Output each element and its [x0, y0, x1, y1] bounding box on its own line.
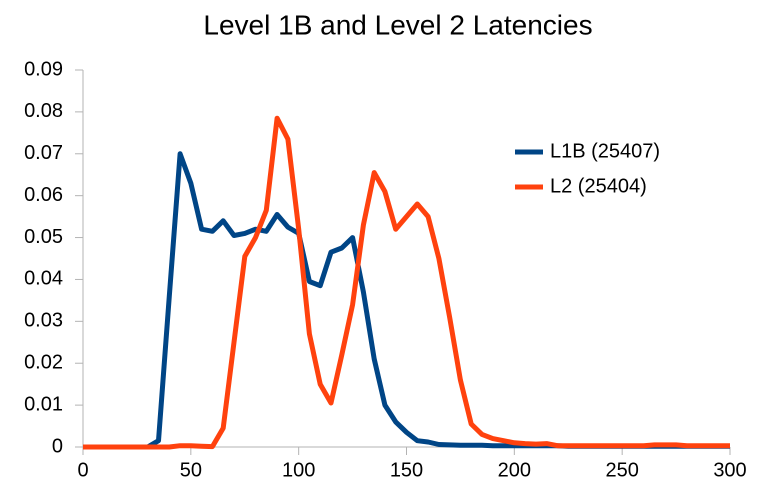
y-tick-label: 0.02	[24, 352, 63, 374]
x-tick-label: 100	[282, 459, 315, 481]
y-tick-label: 0.03	[24, 310, 63, 332]
x-tick-label: 300	[713, 459, 746, 481]
y-tick-label: 0.08	[24, 100, 63, 122]
x-tick-label: 50	[180, 459, 202, 481]
x-tick-label: 0	[77, 459, 88, 481]
legend-label: L2 (25404)	[550, 175, 647, 197]
chart-title: Level 1B and Level 2 Latencies	[203, 9, 592, 40]
y-tick-label: 0.07	[24, 142, 63, 164]
y-tick-label: 0.04	[24, 268, 63, 290]
y-tick-label: 0.05	[24, 226, 63, 248]
series-line	[83, 151, 730, 450]
x-tick-label: 150	[390, 459, 423, 481]
legend-label: L1B (25407)	[550, 140, 660, 162]
y-tick-label: 0.06	[24, 184, 63, 206]
y-tick-label: 0	[52, 435, 63, 457]
y-tick-label: 0.09	[24, 58, 63, 80]
y-tick-label: 0.01	[24, 393, 63, 415]
x-tick-label: 250	[605, 459, 638, 481]
x-tick-label: 200	[498, 459, 531, 481]
series-line	[83, 115, 730, 450]
